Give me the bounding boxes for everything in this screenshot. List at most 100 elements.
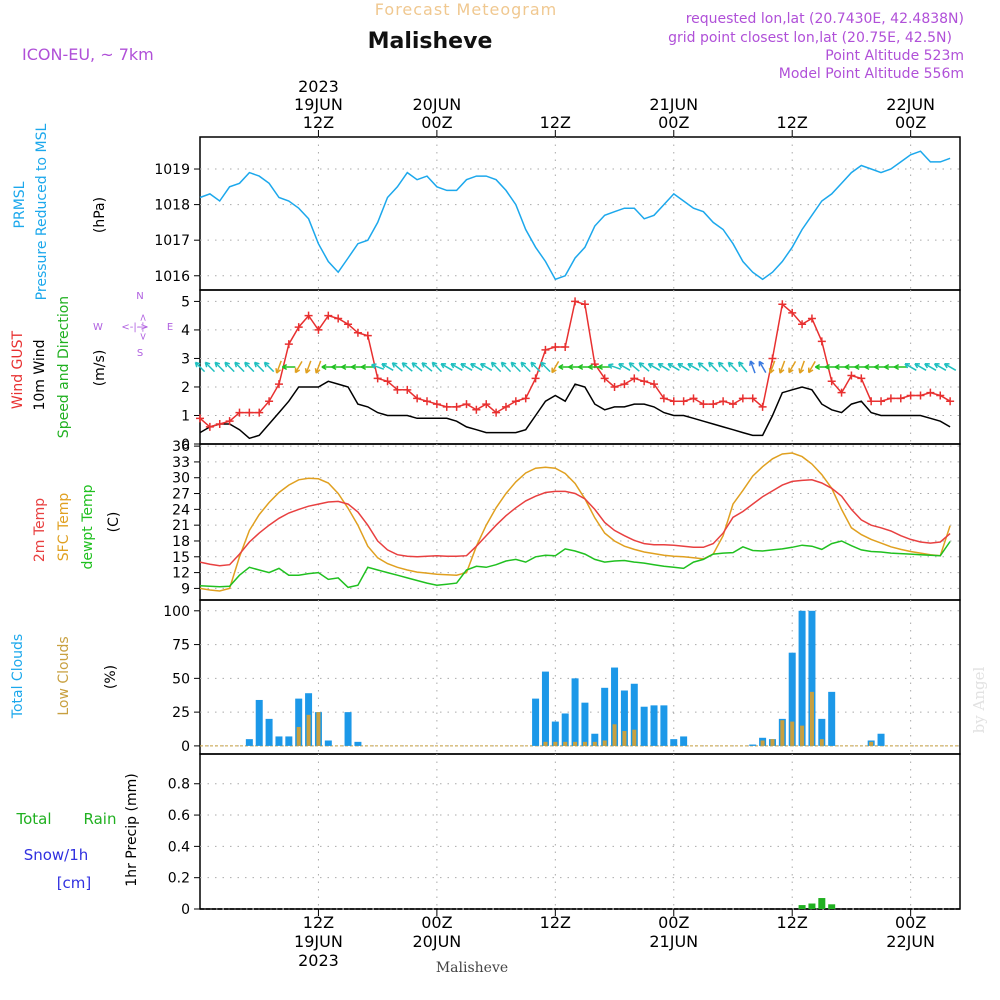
gust-point — [472, 405, 481, 414]
p5-label-unit: 1hr Precip (mm) — [124, 773, 140, 886]
bar-total-clouds — [798, 610, 806, 746]
gridpoint-coords: grid point closest lon,lat (20.75E, 42.5… — [668, 30, 952, 46]
panel-frame-precip — [199, 753, 961, 910]
gust-point — [432, 400, 441, 409]
wind-direction-arrow — [618, 363, 631, 371]
compass-rose: N E S W <-|-> <-|-> — [93, 291, 173, 359]
wind-direction-arrow — [677, 363, 690, 371]
bar-total-clouds — [571, 678, 579, 746]
gust-point — [274, 380, 283, 389]
wind-direction-arrow — [687, 363, 700, 371]
xtick-label-bottom: 19JUN — [294, 932, 343, 951]
gust-point — [650, 380, 659, 389]
gust-point — [936, 391, 945, 400]
bar-low-clouds — [573, 741, 578, 746]
bar-low-clouds — [306, 714, 311, 746]
gust-point — [580, 300, 589, 309]
compass-west: W — [93, 322, 103, 333]
wind-direction-arrow — [253, 361, 265, 373]
model-label: ICON-EU, ~ 7km — [22, 45, 154, 64]
requested-coords: requested lon,lat (20.7430E, 42.4838N) — [686, 11, 964, 27]
gust-point — [827, 377, 836, 386]
bar-low-clouds — [819, 739, 824, 746]
wind-direction-arrow — [788, 361, 797, 374]
gust-point — [205, 422, 214, 431]
bar-total-clouds — [877, 733, 885, 746]
wind-direction-arrow — [440, 363, 453, 371]
gust-point — [877, 397, 886, 406]
bar-rain — [808, 903, 816, 909]
ytick-label-wind: 4 — [181, 323, 190, 339]
wind-direction-arrow — [214, 361, 225, 373]
gust-point — [511, 397, 520, 406]
footer-location: Malisheve — [436, 960, 508, 976]
wind-direction-arrow — [275, 360, 282, 374]
panel-frame-pressure — [199, 136, 961, 291]
gust-point — [304, 311, 313, 320]
ytick-label-wind: 3 — [181, 351, 190, 367]
gust-point — [837, 388, 846, 397]
panel-frame-temperature — [199, 443, 961, 601]
xtick-label-top: 2023 — [298, 77, 339, 96]
wind-direction-arrow — [893, 363, 908, 371]
wind-direction-arrow — [510, 361, 521, 373]
series-line-10m-wind — [199, 380, 951, 440]
gust-point — [719, 397, 728, 406]
gust-point — [423, 397, 432, 406]
bar-total-clouds — [295, 698, 303, 746]
p3-label-sfctemp: SFC Temp — [56, 493, 72, 562]
gust-point — [906, 391, 915, 400]
ytick-label-temperature: 12 — [172, 566, 190, 582]
gust-point — [896, 394, 905, 403]
bar-total-clouds — [828, 691, 836, 746]
ytick-label-wind: 5 — [181, 294, 190, 310]
bar-low-clouds — [612, 724, 617, 746]
xtick-label-bottom: 12Z — [303, 913, 334, 932]
gust-point — [679, 397, 688, 406]
p2-label-wind: 10m Wind — [32, 339, 48, 410]
gust-point — [669, 397, 678, 406]
xtick-label-bottom: 20JUN — [413, 932, 462, 951]
p4-label-low: Low Clouds — [56, 636, 72, 715]
wind-direction-arrow — [490, 361, 502, 373]
bar-low-clouds — [582, 741, 587, 746]
p2-label-unit: (m/s) — [92, 350, 108, 387]
gust-point — [413, 394, 422, 403]
ytick-label-clouds: 100 — [163, 604, 190, 620]
gust-point — [748, 394, 757, 403]
bar-total-clouds — [788, 652, 796, 746]
bar-total-clouds — [601, 687, 609, 746]
gust-point — [778, 300, 787, 309]
bar-total-clouds — [265, 718, 273, 746]
gust-point — [294, 323, 303, 332]
wind-direction-arrow — [431, 361, 443, 373]
wind-direction-arrow — [914, 363, 927, 371]
wind-direction-arrow — [758, 360, 767, 373]
series-line-wind-gust — [199, 300, 951, 428]
wind-direction-arrow — [401, 362, 413, 372]
gust-point — [403, 385, 412, 394]
xtick-label-bottom: 00Z — [895, 913, 926, 932]
gust-point — [383, 377, 392, 386]
ytick-label-temperature: 24 — [172, 502, 190, 518]
xtick-label-bottom: 21JUN — [649, 932, 698, 951]
bar-total-clouds — [532, 698, 540, 746]
p4-label-total: Total Clouds — [10, 634, 26, 719]
bar-rain — [818, 898, 826, 909]
wind-direction-arrow — [717, 361, 729, 373]
wind-direction-arrow — [470, 363, 483, 371]
bar-total-clouds — [680, 736, 688, 746]
p2-label-speed-dir: Speed and Direction — [56, 296, 72, 438]
wind-direction-arrow — [933, 363, 947, 371]
wind-direction-arrow — [244, 361, 255, 373]
ytick-label-clouds: 0 — [181, 739, 190, 755]
bar-total-clouds — [344, 712, 352, 746]
gust-point — [353, 328, 362, 337]
gust-point — [255, 408, 264, 417]
gust-point — [551, 343, 560, 352]
gust-point — [215, 420, 224, 429]
wind-direction-arrow — [798, 360, 806, 374]
gust-point — [245, 408, 254, 417]
